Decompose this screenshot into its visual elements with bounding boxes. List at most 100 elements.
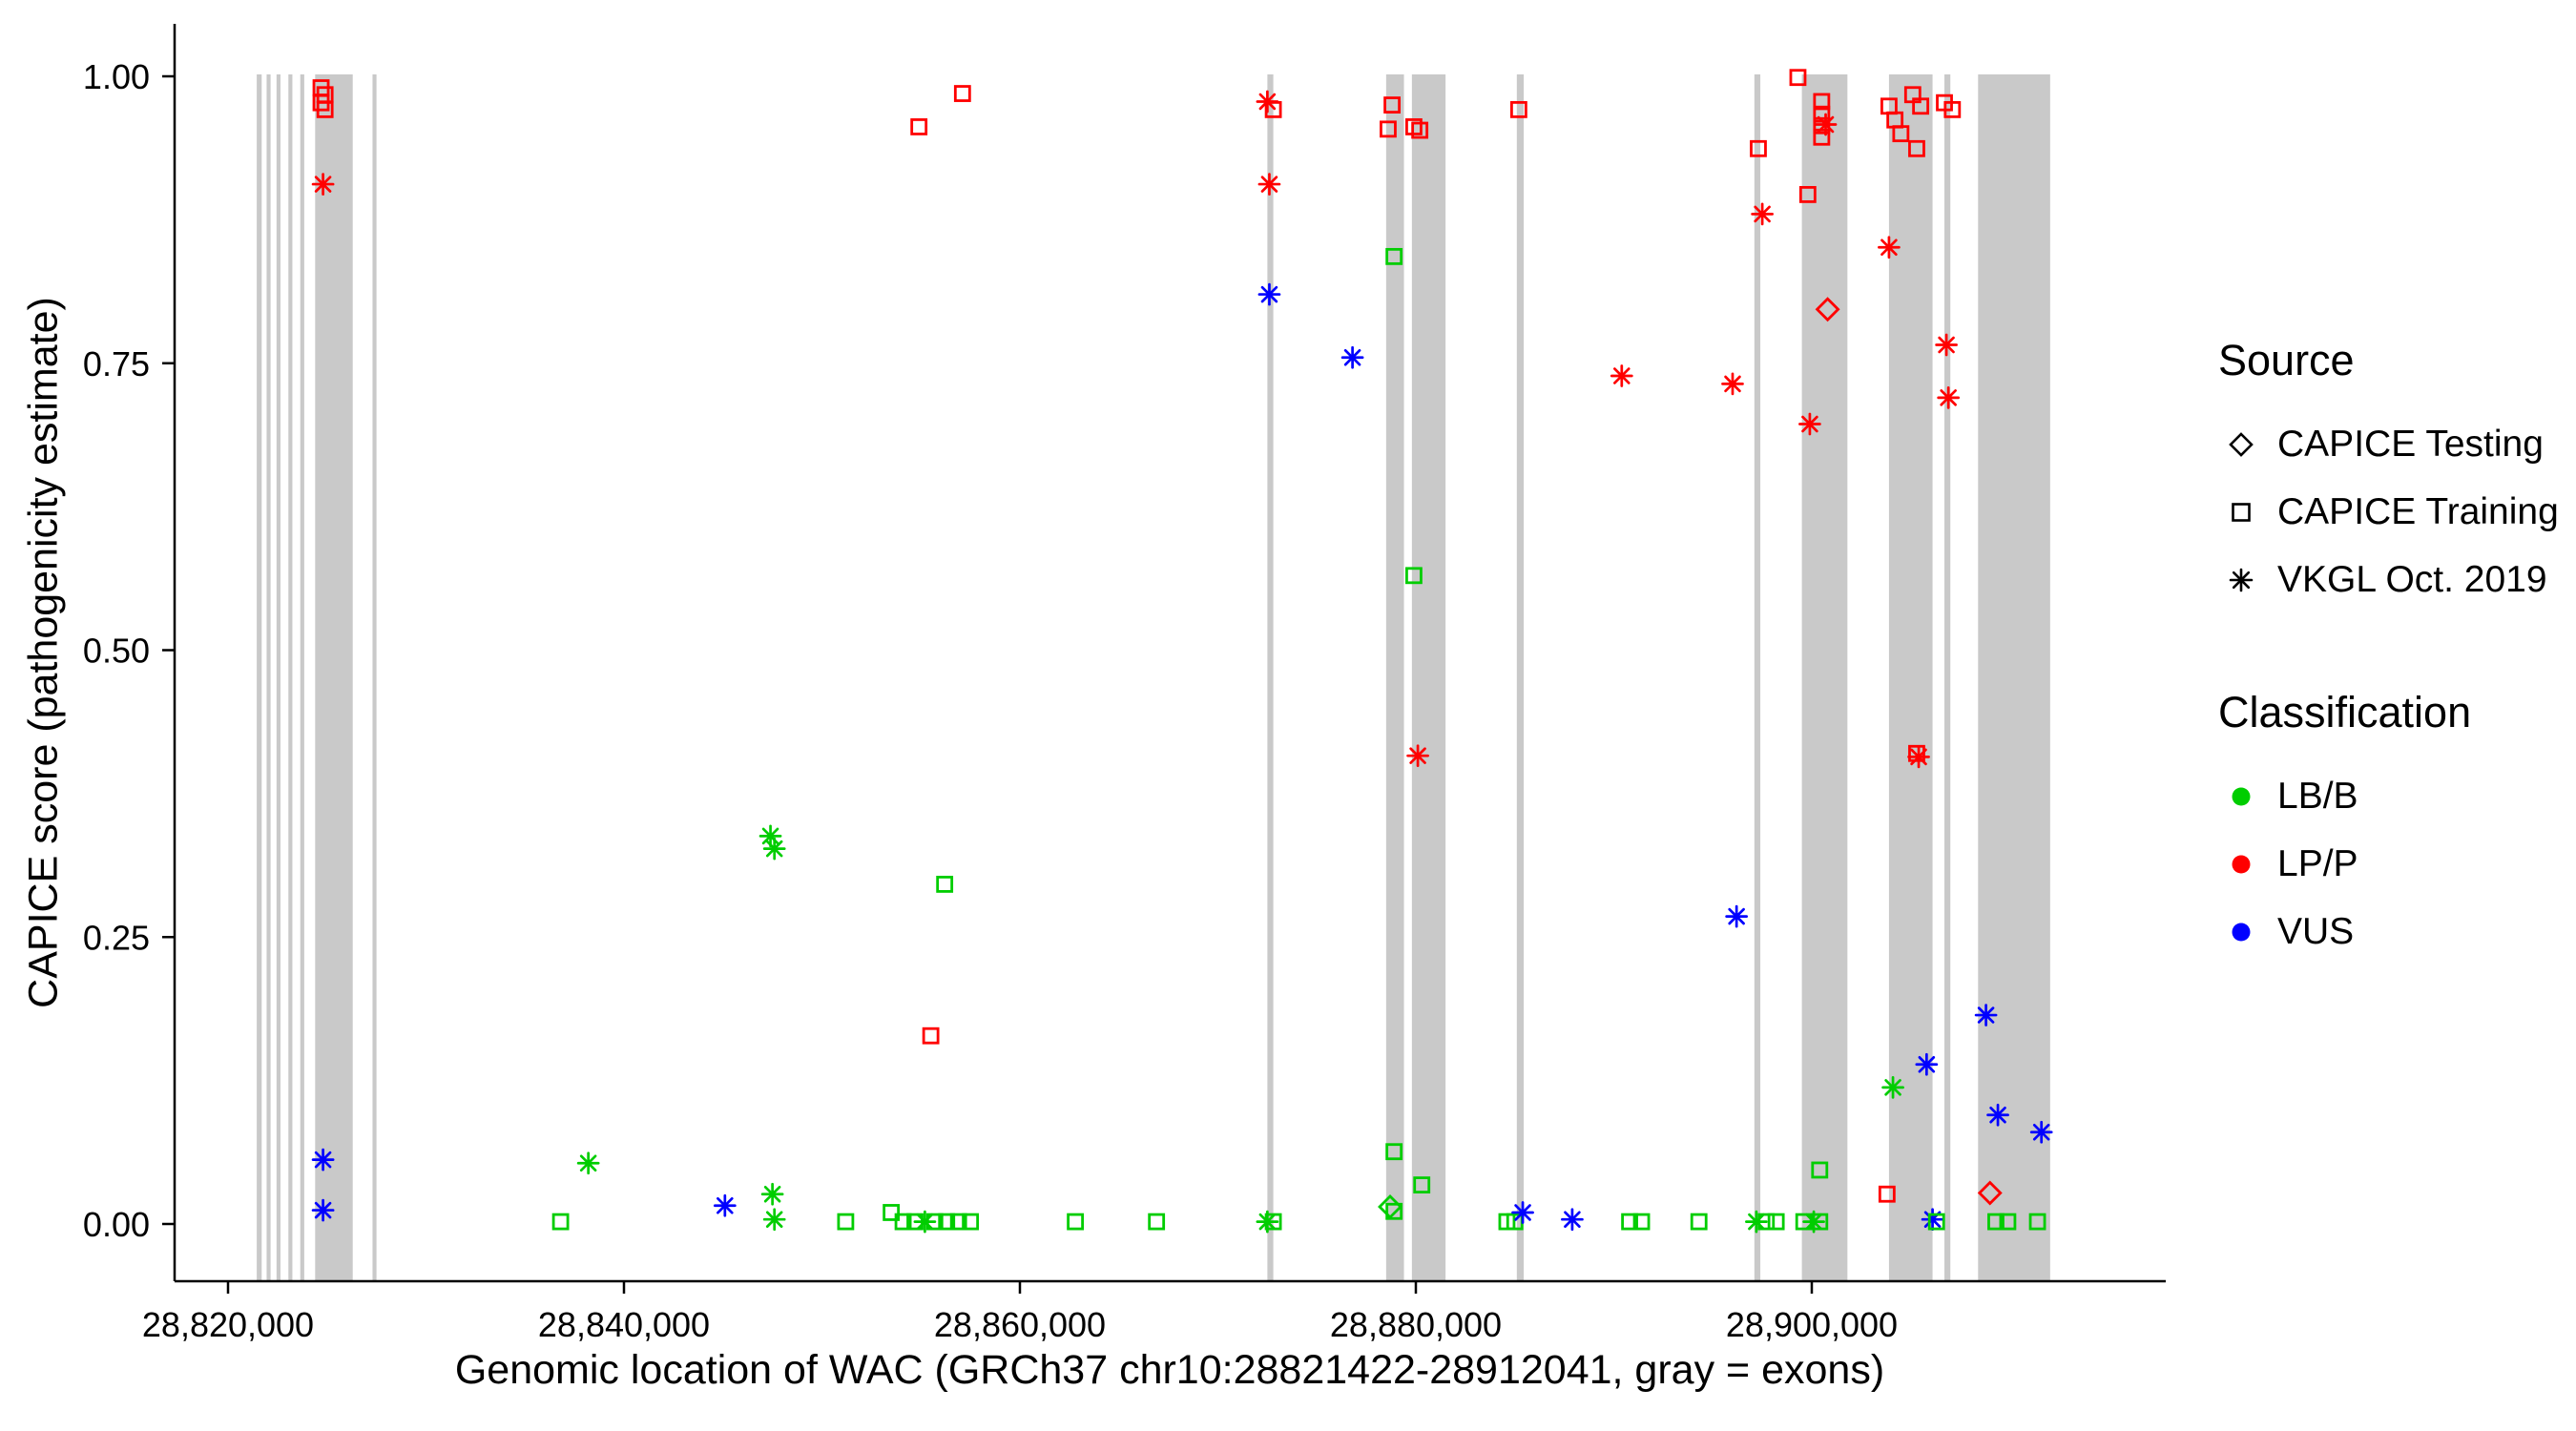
data-point bbox=[1927, 1213, 1945, 1231]
data-point bbox=[762, 837, 786, 861]
data-point bbox=[1789, 69, 1807, 87]
data-point bbox=[1411, 121, 1429, 139]
y-axis-title: CAPICE score (pathogenicity estimate) bbox=[20, 297, 67, 1008]
data-point bbox=[1912, 97, 1930, 115]
circle-icon bbox=[2232, 923, 2251, 941]
legend-source-item: CAPICE Training bbox=[2218, 478, 2573, 546]
exon-bar bbox=[1801, 74, 1848, 1281]
data-point bbox=[1385, 1202, 1403, 1220]
data-point bbox=[1881, 1075, 1904, 1099]
legend-classification-icon-wrap bbox=[2218, 774, 2264, 819]
data-point bbox=[910, 118, 928, 135]
legend-classification-title: Classification bbox=[2218, 688, 2472, 736]
data-point bbox=[1264, 1213, 1282, 1231]
data-point bbox=[936, 876, 954, 893]
data-point bbox=[1725, 904, 1749, 928]
data-point bbox=[953, 85, 971, 102]
data-point bbox=[1767, 1213, 1785, 1231]
data-point bbox=[925, 1213, 944, 1231]
data-point bbox=[1907, 745, 1930, 769]
data-point bbox=[311, 173, 335, 196]
x-tick-label: 28,880,000 bbox=[1330, 1305, 1502, 1344]
data-point bbox=[713, 1193, 737, 1217]
legend-source-icon-wrap bbox=[2218, 489, 2264, 535]
legend-item-label: LP/P bbox=[2277, 842, 2358, 884]
data-point bbox=[1380, 120, 1397, 138]
square-icon bbox=[2232, 502, 2251, 522]
data-point bbox=[311, 1148, 335, 1172]
legend-classification-icon-wrap bbox=[2218, 841, 2264, 887]
exon-bar bbox=[266, 74, 271, 1281]
data-point bbox=[938, 1213, 956, 1231]
data-point bbox=[1067, 1213, 1084, 1231]
data-point bbox=[1892, 125, 1910, 143]
data-point bbox=[760, 1182, 784, 1206]
data-point bbox=[1987, 1213, 2005, 1231]
x-axis-title: Genomic location of WAC (GRCh37 chr10:28… bbox=[454, 1347, 1885, 1393]
data-point bbox=[1943, 100, 1962, 118]
legend-source-items: CAPICE Testing CAPICE Training VKGL Oct. 2… bbox=[2218, 410, 2573, 613]
legend-source-icon-wrap bbox=[2218, 557, 2264, 603]
data-point bbox=[1385, 247, 1403, 265]
data-point bbox=[1815, 297, 1840, 322]
exon-bar bbox=[315, 74, 353, 1281]
data-point bbox=[551, 1213, 570, 1231]
data-point bbox=[1511, 1201, 1534, 1224]
data-point bbox=[1798, 412, 1821, 436]
legend-item-label: CAPICE Training bbox=[2277, 490, 2559, 532]
data-point bbox=[1878, 236, 1901, 259]
asterisk-icon bbox=[2229, 568, 2254, 591]
data-point bbox=[1610, 364, 1633, 387]
y-tick-label: 0.75 bbox=[83, 344, 150, 384]
data-point bbox=[311, 1198, 335, 1222]
data-point bbox=[1798, 186, 1817, 203]
circle-icon bbox=[2232, 855, 2251, 873]
data-point bbox=[1921, 1208, 1944, 1232]
data-point bbox=[1385, 1143, 1403, 1161]
data-point bbox=[1621, 1213, 1638, 1231]
exon-bar bbox=[257, 74, 262, 1281]
data-point bbox=[1257, 173, 1281, 196]
x-tick-label: 28,860,000 bbox=[934, 1305, 1106, 1344]
data-point bbox=[1814, 113, 1838, 136]
legend: Source CAPICE Testing CAPICE Training VKGL… bbox=[2218, 336, 2573, 965]
exon-bar bbox=[1978, 74, 2050, 1281]
data-point bbox=[883, 1204, 901, 1221]
data-point bbox=[1750, 139, 1767, 157]
data-point bbox=[2029, 1120, 2053, 1144]
legend-classification-icon-wrap bbox=[2218, 909, 2264, 955]
circle-icon bbox=[2232, 787, 2251, 805]
exon-bar bbox=[372, 74, 377, 1281]
data-point bbox=[1340, 345, 1364, 369]
legend-source-item: VKGL Oct. 2019 bbox=[2218, 546, 2573, 613]
data-point bbox=[1908, 139, 1925, 157]
data-point bbox=[762, 1208, 786, 1232]
data-point bbox=[1406, 744, 1429, 768]
data-point bbox=[1977, 1180, 2003, 1206]
data-point bbox=[1813, 93, 1831, 111]
data-point bbox=[962, 1213, 980, 1231]
data-point bbox=[1257, 282, 1281, 306]
legend-item-label: LB/B bbox=[2277, 775, 2358, 817]
data-point bbox=[913, 1210, 937, 1234]
data-point bbox=[1811, 1213, 1829, 1231]
data-point bbox=[1721, 372, 1744, 396]
data-point bbox=[1751, 202, 1774, 226]
data-point bbox=[1745, 1210, 1768, 1234]
data-point bbox=[922, 1027, 940, 1045]
legend-classification-item: LB/B bbox=[2218, 762, 2573, 830]
data-point bbox=[1690, 1213, 1708, 1231]
legend-classification-item: VUS bbox=[2218, 898, 2573, 965]
x-tick-label: 28,840,000 bbox=[538, 1305, 710, 1344]
data-point bbox=[1757, 1213, 1776, 1231]
exon-bar bbox=[1754, 74, 1761, 1281]
exon-bar bbox=[1411, 74, 1446, 1281]
data-point bbox=[1148, 1213, 1166, 1231]
legend-item-label: VKGL Oct. 2019 bbox=[2277, 558, 2547, 600]
data-point bbox=[1915, 1052, 1939, 1076]
y-tick-label: 0.25 bbox=[83, 918, 150, 957]
exon-bar bbox=[1267, 74, 1274, 1281]
data-point bbox=[1632, 1213, 1651, 1231]
legend-classification-items: LB/B LP/P VUS bbox=[2218, 762, 2573, 965]
